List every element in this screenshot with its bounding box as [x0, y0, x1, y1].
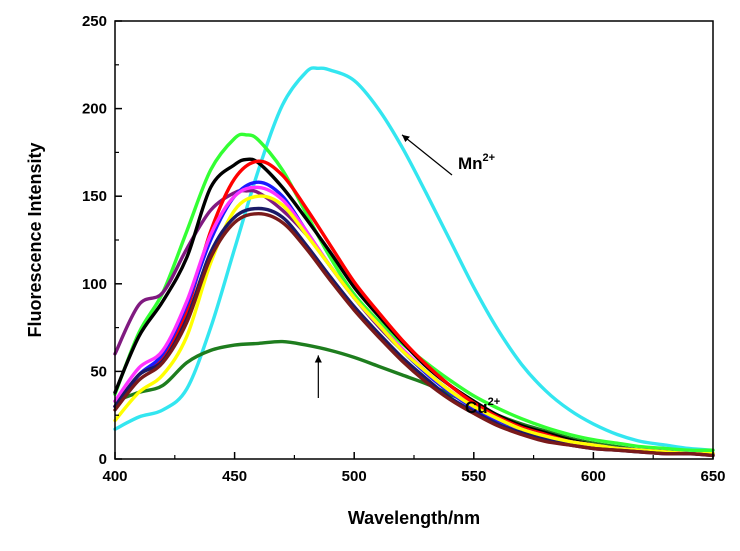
- series-line-cu2-: [113, 339, 715, 456]
- x-tick-label: 400: [102, 468, 127, 485]
- annotation-arrow: [401, 134, 453, 176]
- y-tick-label: 100: [82, 276, 107, 293]
- plot-frame: [114, 20, 714, 460]
- y-tick-label: 50: [90, 363, 107, 380]
- series-line-mn2-: [113, 66, 715, 452]
- series-line-yellow: [113, 194, 715, 456]
- x-tick-label: 550: [461, 468, 486, 485]
- y-axis-title: Fluorescence Intensity: [25, 142, 45, 337]
- y-tick-label: 200: [82, 101, 107, 118]
- annotation-label: Cu2+: [465, 396, 500, 417]
- x-tick-label: 600: [581, 468, 606, 485]
- x-tick-label: 500: [342, 468, 367, 485]
- annotation-label: Mn2+: [458, 152, 495, 173]
- x-tick-label: 450: [222, 468, 247, 485]
- ticks-layer: [114, 20, 714, 460]
- annotations-layer: Mn2+ Cu2+: [314, 134, 500, 417]
- y-tick-label: 250: [82, 13, 107, 30]
- x-axis-title: Wavelength/nm: [348, 508, 480, 528]
- series-layer: [113, 66, 715, 458]
- series-line-green: [113, 132, 715, 453]
- series-line-purple: [113, 188, 715, 456]
- series-line-maroon: [113, 212, 715, 458]
- series-line-magenta: [113, 185, 715, 456]
- series-line-black: [113, 157, 715, 456]
- x-tick-label: 650: [700, 468, 725, 485]
- y-tick-label: 0: [99, 451, 107, 468]
- labels-layer: 400 450 500 550 600 650 0 50 100 150 200 250: [82, 13, 726, 485]
- y-tick-label: 150: [82, 188, 107, 205]
- series-line-blue: [113, 180, 715, 456]
